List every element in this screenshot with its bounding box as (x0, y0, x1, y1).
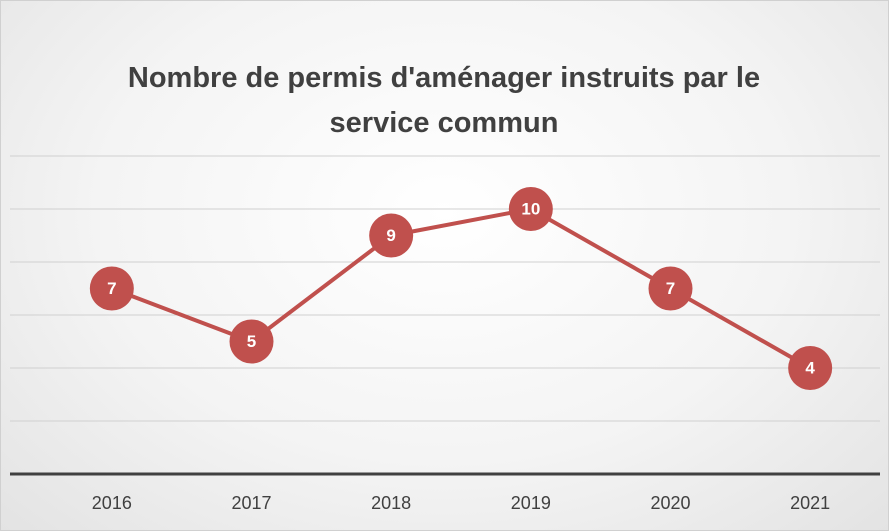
x-tick-label: 2020 (650, 493, 690, 513)
chart-title: Nombre de permis d'aménager instruits pa… (127, 62, 761, 139)
data-label: 10 (521, 199, 540, 218)
data-point (229, 319, 274, 364)
data-label: 7 (666, 279, 675, 298)
data-point (508, 187, 553, 231)
x-tick-label: 2017 (231, 493, 271, 513)
x-tick-label: 2016 (92, 493, 132, 513)
data-label: 5 (247, 332, 256, 351)
x-tick-label: 2021 (790, 493, 830, 513)
data-point (788, 346, 833, 390)
data-point (369, 213, 414, 258)
data-point (89, 266, 134, 311)
data-point (648, 266, 693, 311)
x-tick-label: 2019 (511, 493, 551, 513)
line (111, 207, 812, 370)
data-label: 4 (805, 358, 815, 377)
x-tick-label: 2018 (371, 493, 411, 513)
data-label: 7 (107, 279, 116, 298)
data-label: 9 (386, 226, 395, 245)
